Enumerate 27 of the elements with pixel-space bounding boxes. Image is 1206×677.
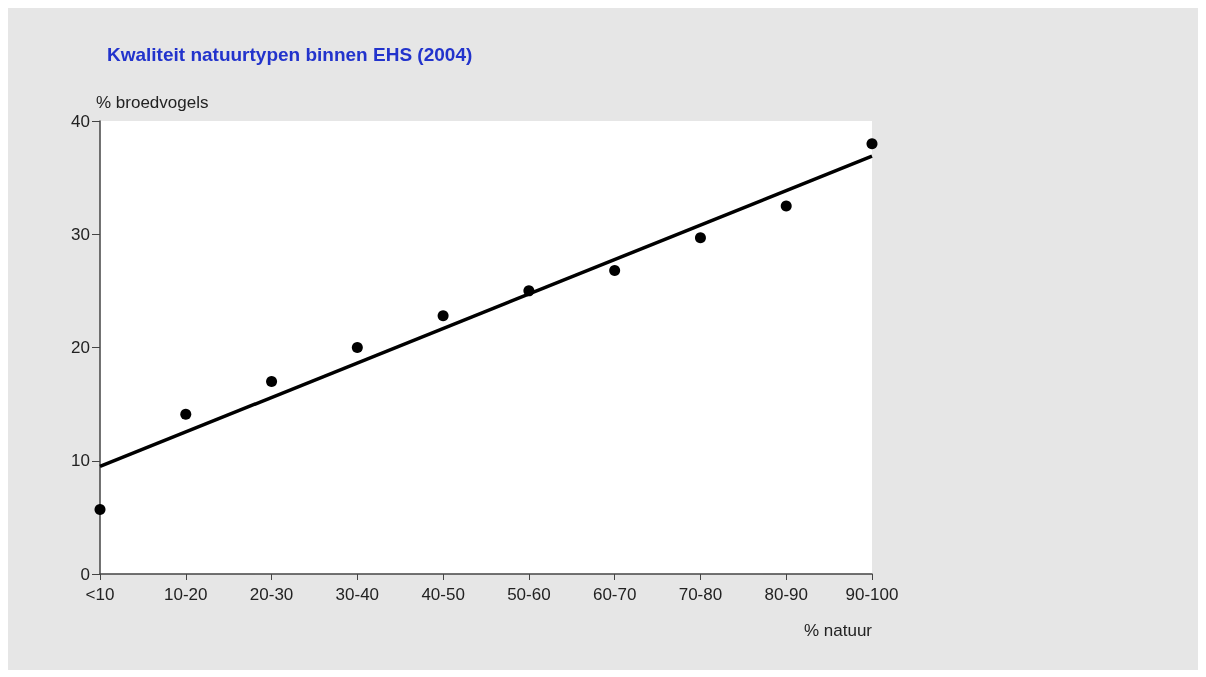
point xyxy=(266,375,278,387)
x-tick-label: 70-80 xyxy=(678,585,723,604)
chart-title: Kwaliteit natuurtypen binnen EHS (2004) xyxy=(107,44,473,65)
point xyxy=(351,342,363,353)
point xyxy=(866,138,878,150)
point xyxy=(609,264,621,276)
x-tick-label: 20-30 xyxy=(249,585,294,604)
y-tick-label: 0 xyxy=(80,564,90,584)
y-tick-label: 40 xyxy=(71,111,90,131)
point xyxy=(437,310,449,322)
x-tick-label: 40-50 xyxy=(421,585,465,604)
x-tick-label: <10 xyxy=(85,585,115,604)
point xyxy=(780,200,792,212)
y-tick-label: 20 xyxy=(71,338,90,357)
y-tick-label: 30 xyxy=(71,224,90,244)
x-tick-label: 10-20 xyxy=(164,585,208,604)
point xyxy=(694,232,706,244)
x-tick-label: 50-60 xyxy=(507,585,551,604)
point xyxy=(180,408,192,420)
point xyxy=(94,503,106,515)
x-axis-title: % natuur xyxy=(803,621,873,640)
x-tick-label: 60-70 xyxy=(592,585,637,604)
y-axis-title: % broedvogels xyxy=(96,93,209,112)
x-tick-label: 80-90 xyxy=(764,585,808,604)
x-tick-label: 90-100 xyxy=(845,585,899,604)
x-tick-label: 30-40 xyxy=(335,585,380,604)
y-tick-label: 10 xyxy=(71,451,90,471)
